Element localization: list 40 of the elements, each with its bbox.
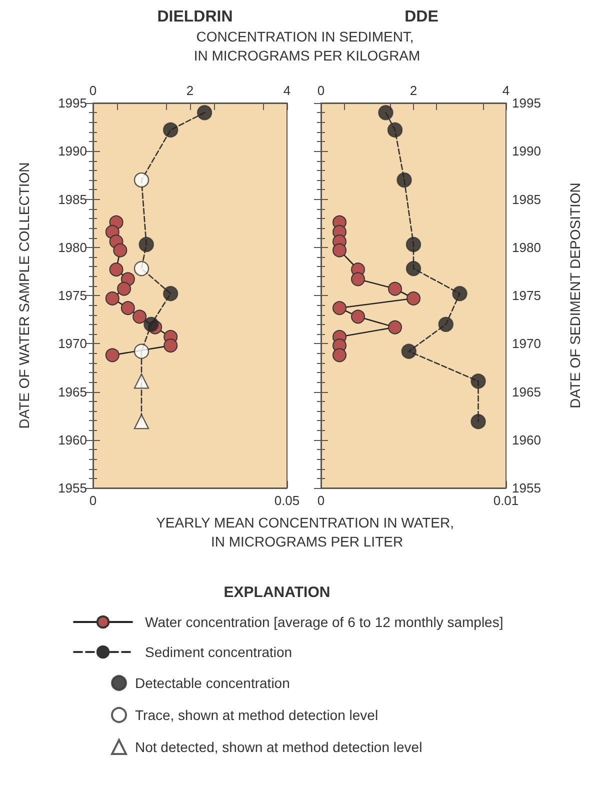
x2-tick-label: 0 — [89, 83, 97, 98]
y-tick-label: 1965 — [512, 384, 541, 400]
y-tick-label: 1985 — [512, 192, 541, 207]
y-tick-label: 1960 — [58, 432, 87, 448]
legend-label: Sediment concentration — [145, 644, 292, 660]
y-tick-label: 1975 — [512, 288, 541, 303]
y-tick-label: 1975 — [58, 288, 87, 303]
y-tick-label: 1970 — [512, 336, 541, 352]
y-tick-label: 1955 — [58, 480, 87, 496]
y-tick-label: 1985 — [58, 192, 87, 207]
x-tick-label: 0 — [317, 493, 325, 508]
y-axis-title: DATE OF SEDIMENT DEPOSITION — [567, 182, 583, 408]
legend-title: EXPLANATION — [224, 584, 330, 601]
x-axis-title: YEARLY MEAN CONCENTRATION IN WATER, IN MICROGRAMS PER LITER — [156, 514, 458, 550]
x2-axis-title: CONCENTRATION IN SEDIMENT, IN MICROGRAMS PER KILOGRAM — [194, 28, 420, 64]
x2-tick-label: 0 — [317, 83, 325, 98]
x-tick-label: 0.01 — [493, 493, 519, 508]
y-tick-label: 1990 — [58, 144, 87, 159]
legend-label: Water concentration [average of 6 to 12 monthly samples] — [145, 614, 504, 630]
chart-title: DIELDRIN — [157, 8, 233, 26]
y-tick-label: 1960 — [512, 432, 541, 448]
y-tick-label: 1980 — [58, 240, 87, 255]
x2-tick-label: 4 — [502, 83, 510, 98]
x-tick-label: 0.05 — [274, 493, 300, 508]
y-tick-label: 1995 — [512, 96, 541, 110]
y-tick-label: 1955 — [512, 480, 541, 496]
x2-tick-label: 4 — [283, 83, 291, 98]
x2-tick-label: 2 — [410, 83, 418, 98]
legend-label: Trace, shown at method detection level — [135, 707, 378, 723]
legend-label: Not detected, shown at method detection level — [135, 739, 422, 755]
y-tick-label: 1970 — [58, 336, 87, 352]
y-tick-label: 1995 — [58, 96, 87, 110]
chart-title: DDE — [404, 8, 439, 26]
y-tick-label: 1965 — [58, 384, 87, 400]
y-axis-title: DATE OF WATER SAMPLE COLLECTION — [16, 162, 32, 429]
y-tick-label: 1980 — [512, 240, 541, 255]
legend-label: Detectable concentration — [135, 675, 290, 691]
x2-tick-label: 2 — [186, 83, 194, 98]
y-tick-label: 1990 — [512, 144, 541, 159]
x-tick-label: 0 — [89, 493, 97, 508]
